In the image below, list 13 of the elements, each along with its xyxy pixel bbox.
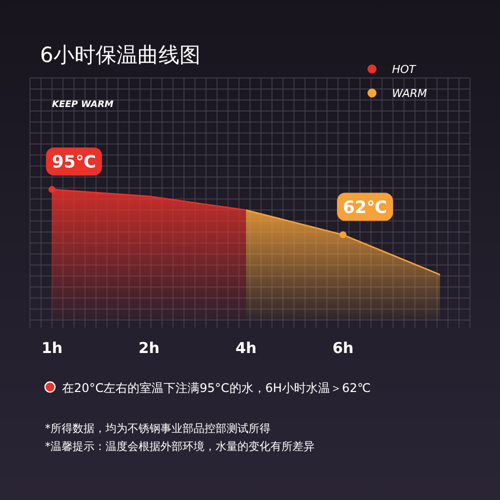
- text: KEEP WARM: [52, 100, 114, 110]
- text: *所得数据，均为不锈钢事业部品控部测试所得: [45, 422, 270, 435]
- legend-label: WARM: [392, 87, 428, 100]
- text: 在20°C左右的室温下注满95°C的水，6H小时水温＞62℃: [62, 381, 371, 395]
- data-label: 62℃: [342, 198, 388, 218]
- data-label: 95℃: [52, 152, 96, 172]
- x-tick-label: 2h: [138, 339, 160, 357]
- text: *温馨提示：温度会根据外部环境，水量的变化有所差异: [45, 440, 314, 453]
- x-tick-label: 1h: [41, 339, 63, 357]
- x-tick-label: 6h: [332, 339, 354, 357]
- x-tick-label: 4h: [235, 339, 257, 357]
- legend-label: HOT: [392, 63, 417, 76]
- chart-title: 6小时保温曲线图: [40, 43, 200, 67]
